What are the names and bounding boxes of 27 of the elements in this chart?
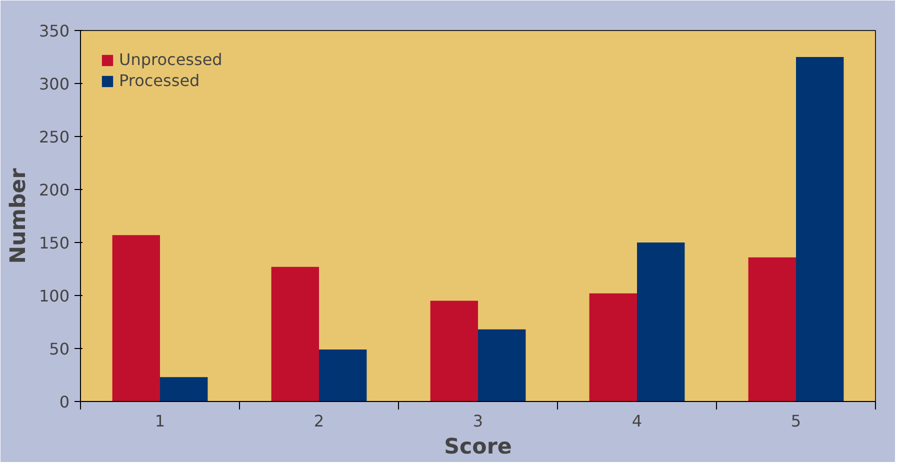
bar <box>271 266 319 402</box>
y-tick-label: 100 <box>38 286 70 306</box>
bar <box>160 377 208 402</box>
x-tick-label: 1 <box>154 412 166 430</box>
bar <box>112 235 160 402</box>
bar <box>319 350 367 402</box>
bar <box>748 257 796 402</box>
bar <box>637 242 685 402</box>
bar <box>478 329 526 402</box>
legend-label: Unprocessed <box>119 50 222 69</box>
x-tick-label: 2 <box>314 412 324 430</box>
x-tick-label: 3 <box>472 412 484 430</box>
y-tick-label: 350 <box>38 22 70 40</box>
x-tick-label: 4 <box>632 412 642 430</box>
y-tick-label: 300 <box>38 74 70 94</box>
x-tick-label: 5 <box>790 412 802 430</box>
y-tick-label: 0 <box>59 392 70 412</box>
y-tick-label: 200 <box>38 180 70 200</box>
y-tick-label: 150 <box>38 234 70 252</box>
bar <box>796 57 844 402</box>
y-tick-label: 250 <box>38 128 70 146</box>
bar <box>430 300 478 402</box>
y-axis-title: Number <box>6 168 31 264</box>
y-tick-label: 50 <box>49 340 70 358</box>
legend-label: Processed <box>119 71 200 90</box>
x-axis-title: Score <box>444 434 512 460</box>
bar <box>589 293 637 402</box>
